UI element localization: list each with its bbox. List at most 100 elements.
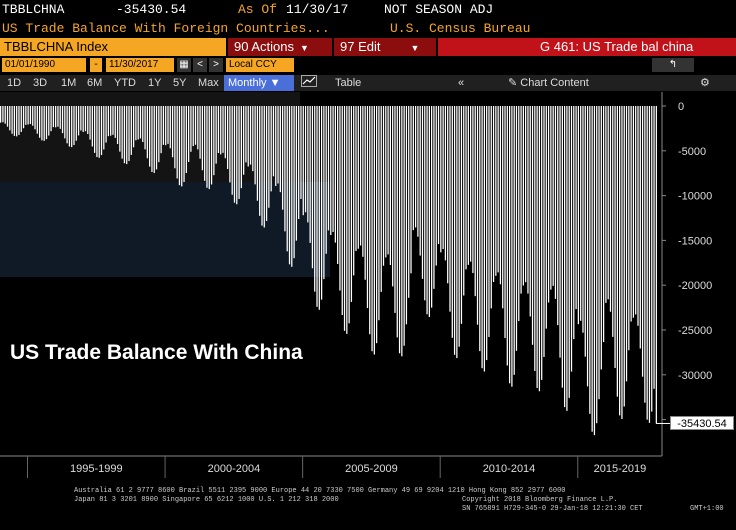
bar: [508, 106, 511, 384]
bar: [272, 106, 275, 177]
bar: [146, 106, 148, 159]
bar: [637, 106, 639, 326]
bar: [29, 106, 32, 125]
bar: [635, 106, 637, 315]
x-tick-label: 2010-2014: [483, 463, 536, 475]
bar: [291, 106, 293, 267]
bar: [13, 106, 16, 136]
season-adjustment-flag: NOT SEASON ADJ: [384, 2, 494, 17]
return-flag-icon[interactable]: ↰: [652, 58, 694, 72]
bar: [346, 106, 348, 334]
actions-menu-button[interactable]: 90 Actions ▼: [228, 38, 332, 56]
bar: [57, 106, 59, 127]
table-button[interactable]: Table: [335, 77, 362, 89]
bar: [110, 106, 112, 136]
bar: [199, 106, 201, 159]
bar: [619, 106, 621, 416]
bar: [355, 106, 357, 251]
bar: [511, 106, 513, 387]
currency-select[interactable]: Local CCY: [226, 58, 294, 72]
x-tick-label: 1995-1999: [70, 463, 123, 475]
edit-menu-button[interactable]: 97 Edit ▼: [334, 38, 436, 56]
x-tick-label: 2015-2019: [594, 463, 647, 475]
bar: [38, 106, 41, 138]
bar: [412, 106, 414, 231]
bar: [568, 106, 570, 398]
bar: [18, 106, 20, 135]
bar: [224, 106, 226, 159]
bar: [27, 106, 29, 125]
bar: [499, 106, 502, 285]
bar: [385, 106, 387, 258]
chart-toolbar: 1D 3D 1M 6M YTD 1Y 5Y Max Monthly ▼ Tabl…: [0, 75, 736, 91]
bar: [295, 106, 298, 241]
bar: [100, 106, 103, 156]
chart-content-button[interactable]: ✎ Chart Content: [508, 75, 589, 91]
bar: [621, 106, 623, 419]
bar: [596, 106, 598, 424]
bar: [208, 106, 210, 190]
bar: [160, 106, 162, 154]
range-1y-button[interactable]: 1Y: [148, 77, 162, 89]
bar: [286, 106, 288, 252]
bar: [472, 106, 474, 274]
footer-contacts-line2: Japan 81 3 3201 8900 Singapore 65 6212 1…: [74, 496, 339, 504]
gear-icon[interactable]: ⚙: [700, 77, 710, 89]
chart-style-icon[interactable]: [298, 75, 320, 91]
bar: [557, 106, 559, 326]
bar: [341, 106, 343, 315]
bar: [440, 106, 442, 253]
bar: [9, 106, 11, 131]
bar: [114, 106, 116, 138]
bar: [474, 106, 476, 297]
calendar-icon[interactable]: ▦: [177, 58, 191, 72]
bar: [165, 106, 167, 146]
bar: [82, 106, 84, 133]
range-3d-button[interactable]: 3D: [33, 77, 48, 89]
bar: [71, 106, 73, 148]
bar: [222, 106, 224, 153]
bar: [343, 106, 346, 331]
range-1m-button[interactable]: 1M: [61, 77, 77, 89]
double-chevron-left-icon[interactable]: «: [458, 77, 465, 89]
bar: [628, 106, 630, 351]
start-date-input[interactable]: 01/01/1990: [2, 58, 86, 72]
bar: [94, 106, 96, 153]
bar: [11, 106, 13, 134]
bar: [4, 106, 6, 124]
bar: [398, 106, 401, 354]
bar: [644, 106, 646, 403]
bar: [573, 106, 575, 340]
end-date-input[interactable]: 11/30/2017: [106, 58, 174, 72]
bar: [605, 106, 607, 303]
bar: [55, 106, 57, 128]
chart-area[interactable]: 0-5000-10000-15000-20000-25000-30000-350…: [0, 92, 736, 530]
bar: [229, 106, 231, 183]
bar: [215, 106, 217, 164]
bar: [458, 106, 460, 347]
chevron-right-icon[interactable]: >: [209, 58, 223, 72]
bar: [502, 106, 504, 309]
ticker-symbol[interactable]: TBBLCHNA: [2, 2, 65, 17]
bar: [206, 106, 208, 188]
range-max-button[interactable]: Max: [198, 77, 219, 89]
bar: [353, 106, 355, 276]
frequency-select[interactable]: Monthly ▼: [224, 75, 294, 91]
range-6m-button[interactable]: 6M: [87, 77, 103, 89]
bar: [426, 106, 428, 315]
range-5y-button[interactable]: 5Y: [173, 77, 187, 89]
bar: [648, 106, 651, 423]
range-ytd-button[interactable]: YTD: [114, 77, 136, 89]
index-field[interactable]: TBBLCHNA Index: [0, 38, 226, 56]
bar: [190, 106, 192, 152]
bar: [380, 106, 382, 292]
bar: [421, 106, 424, 279]
range-1d-button[interactable]: 1D: [7, 77, 22, 89]
bar: [641, 106, 644, 377]
bar: [259, 106, 261, 216]
bar: [162, 106, 165, 145]
bar: [52, 106, 54, 128]
bar: [632, 106, 635, 318]
chevron-left-icon[interactable]: <: [193, 58, 207, 72]
bar: [98, 106, 100, 158]
